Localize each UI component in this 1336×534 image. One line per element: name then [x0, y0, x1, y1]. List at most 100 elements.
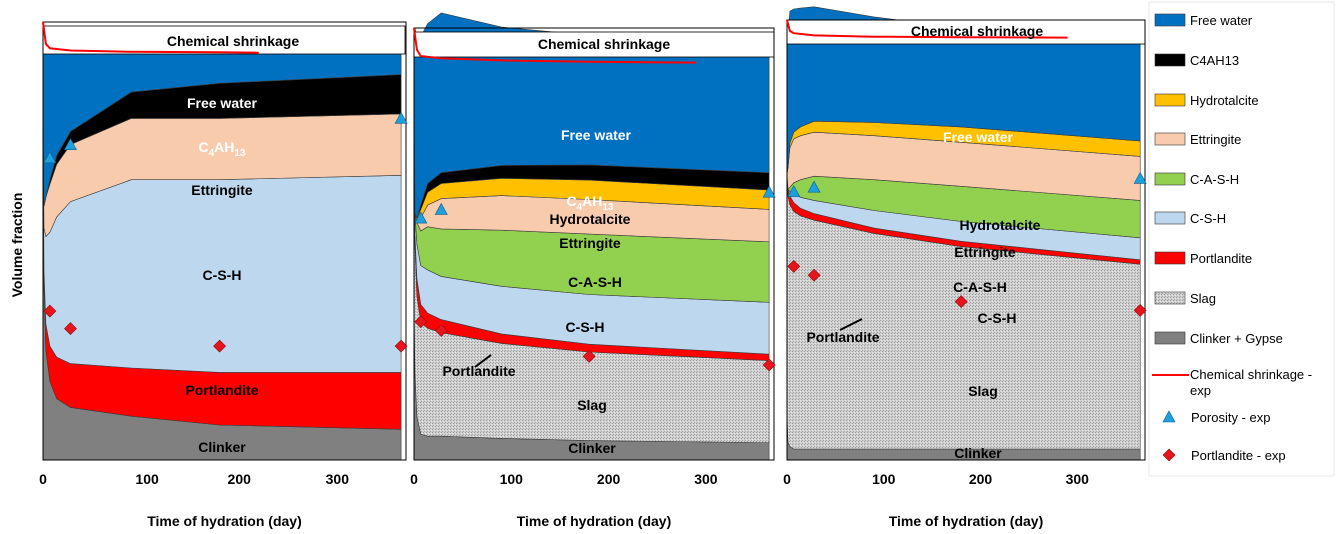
label-free-water: Free water	[187, 95, 258, 111]
plot-frame	[786, 19, 1146, 461]
x-tick-label: 300	[694, 471, 718, 487]
legend-box	[1148, 1, 1335, 477]
label-c4ah13: C4AH13	[198, 139, 245, 159]
legend-item: Portlandite - exp	[1162, 448, 1286, 463]
portlandite-exp-point	[64, 322, 77, 336]
label-csh: C-S-H	[978, 310, 1017, 326]
legend-label: Portlandite - exp	[1191, 448, 1286, 463]
legend-label: Ettringite	[1190, 132, 1241, 147]
label-chemical-shrinkage: Chemical shrinkage	[911, 23, 1043, 39]
label-clinker: Clinker	[954, 445, 1002, 461]
porosity-exp-point	[434, 202, 448, 215]
legend-swatch	[1154, 132, 1186, 146]
panel-3: Chemical shrinkage Free water Hydrotalcite…	[783, 6, 1147, 529]
portlandite-leader-line	[839, 318, 863, 331]
legend-swatch	[1154, 331, 1186, 345]
panel-2: Chemical shrinkage Free water C4AH13Hydrot…	[410, 12, 776, 529]
label-slag: Slag	[968, 383, 998, 399]
panel-1: Chemical shrinkage Free water C4AH13 Ettrin…	[39, 21, 408, 529]
legend-item: Ettringite	[1154, 132, 1241, 147]
legend-label: Portlandite	[1190, 251, 1252, 266]
x-axis-title: Time of hydration (day)	[517, 513, 672, 529]
porosity-exp-point	[394, 111, 408, 124]
portlandite-exp-point	[762, 358, 776, 372]
label-ettringite: Ettringite	[559, 235, 621, 251]
label-hydrotalcite: Hydrotalcite	[960, 217, 1041, 233]
legend-label: C-A-S-H	[1190, 172, 1239, 187]
legend-diamond-marker	[1162, 448, 1176, 462]
x-tick-label: 300	[326, 471, 350, 487]
x-tick-label: 200	[228, 471, 252, 487]
shrinkage-box	[413, 31, 775, 58]
porosity-exp-point	[63, 138, 77, 150]
label-chemical-shrinkage: Chemical shrinkage	[167, 33, 299, 49]
area-free-water	[786, 6, 1141, 175]
legend-swatch	[1154, 172, 1186, 186]
label-c4ah13: C4AH13	[566, 193, 613, 213]
legend-item: Portlandite	[1154, 251, 1252, 266]
legend-label: Free water	[1190, 13, 1253, 28]
label-cash: C-A-S-H	[953, 279, 1007, 295]
legend-item: C4AH13	[1154, 53, 1239, 68]
label-portlandite: Portlandite	[806, 329, 879, 345]
y-axis-title: Volume fraction	[9, 193, 25, 298]
x-tick-label: 200	[969, 471, 993, 487]
x-tick-label: 300	[1066, 471, 1090, 487]
legend-swatch	[1154, 13, 1186, 27]
legend-item: Slag	[1154, 291, 1216, 306]
legend-swatch	[1154, 291, 1186, 305]
shrinkage-exp-line	[786, 19, 1068, 39]
label-slag: Slag	[577, 397, 607, 413]
porosity-exp-point	[787, 184, 801, 197]
legend-label: Clinker + Gypse	[1190, 331, 1283, 346]
x-tick-label: 200	[597, 471, 621, 487]
porosity-exp-point	[43, 151, 57, 164]
legend-item: Hydrotalcite	[1154, 93, 1259, 108]
x-tick-label: 100	[135, 471, 159, 487]
legend-item: C-S-H	[1154, 211, 1226, 226]
label-portlandite: Portlandite	[442, 363, 515, 379]
x-tick-label: 0	[410, 471, 418, 487]
label-clinker: Clinker	[568, 440, 616, 456]
portlandite-exp-point	[1133, 303, 1147, 317]
label-portlandite: Portlandite	[185, 382, 258, 398]
legend-swatch	[1154, 53, 1186, 67]
x-tick-label: 0	[783, 471, 791, 487]
portlandite-exp-point	[213, 339, 227, 353]
shrinkage-exp-line	[413, 27, 697, 64]
portlandite-exp-point	[807, 268, 821, 282]
label-free-water: Free water	[561, 127, 632, 143]
x-axis-title: Time of hydration (day)	[889, 513, 1044, 529]
x-axis-title: Time of hydration (day)	[147, 513, 302, 529]
legend-item: Free water	[1154, 13, 1253, 28]
portlandite-exp-point	[434, 323, 448, 337]
legend-triangle-marker	[1162, 410, 1176, 423]
plot-frame	[42, 21, 407, 461]
label-hydrotalcite: Hydrotalcite	[550, 211, 631, 227]
portlandite-exp-point	[954, 295, 968, 309]
legend-label: Hydrotalcite	[1190, 93, 1259, 108]
x-tick-label: 0	[39, 471, 47, 487]
portlandite-exp-point	[582, 349, 596, 363]
label-chemical-shrinkage: Chemical shrinkage	[538, 36, 670, 52]
label-csh: C-S-H	[203, 267, 242, 283]
porosity-exp-point	[762, 185, 776, 198]
porosity-exp-point	[414, 211, 428, 224]
shrinkage-exp-line	[42, 21, 259, 54]
legend: Free water C4AH13 Hydrotalcite Ettringite C-…	[1148, 1, 1335, 477]
legend-item: Porosity - exp	[1162, 410, 1270, 425]
legend-swatch	[1154, 251, 1186, 265]
legend-label: Slag	[1190, 291, 1216, 306]
label-csh: C-S-H	[566, 319, 605, 335]
label-free-water: Free water	[943, 129, 1014, 145]
porosity-exp-point	[1133, 171, 1147, 184]
legend-item: Chemical shrinkage -exp	[1152, 367, 1312, 398]
x-tick-label: 100	[500, 471, 524, 487]
x-tick-label: 100	[872, 471, 896, 487]
legend-label: C4AH13	[1190, 53, 1239, 68]
portlandite-exp-point	[394, 339, 408, 353]
portlandite-leader-line	[474, 354, 492, 368]
panels: Chemical shrinkage Free water C4AH13 Ettrin…	[39, 6, 1147, 529]
legend-swatch	[1154, 93, 1186, 107]
